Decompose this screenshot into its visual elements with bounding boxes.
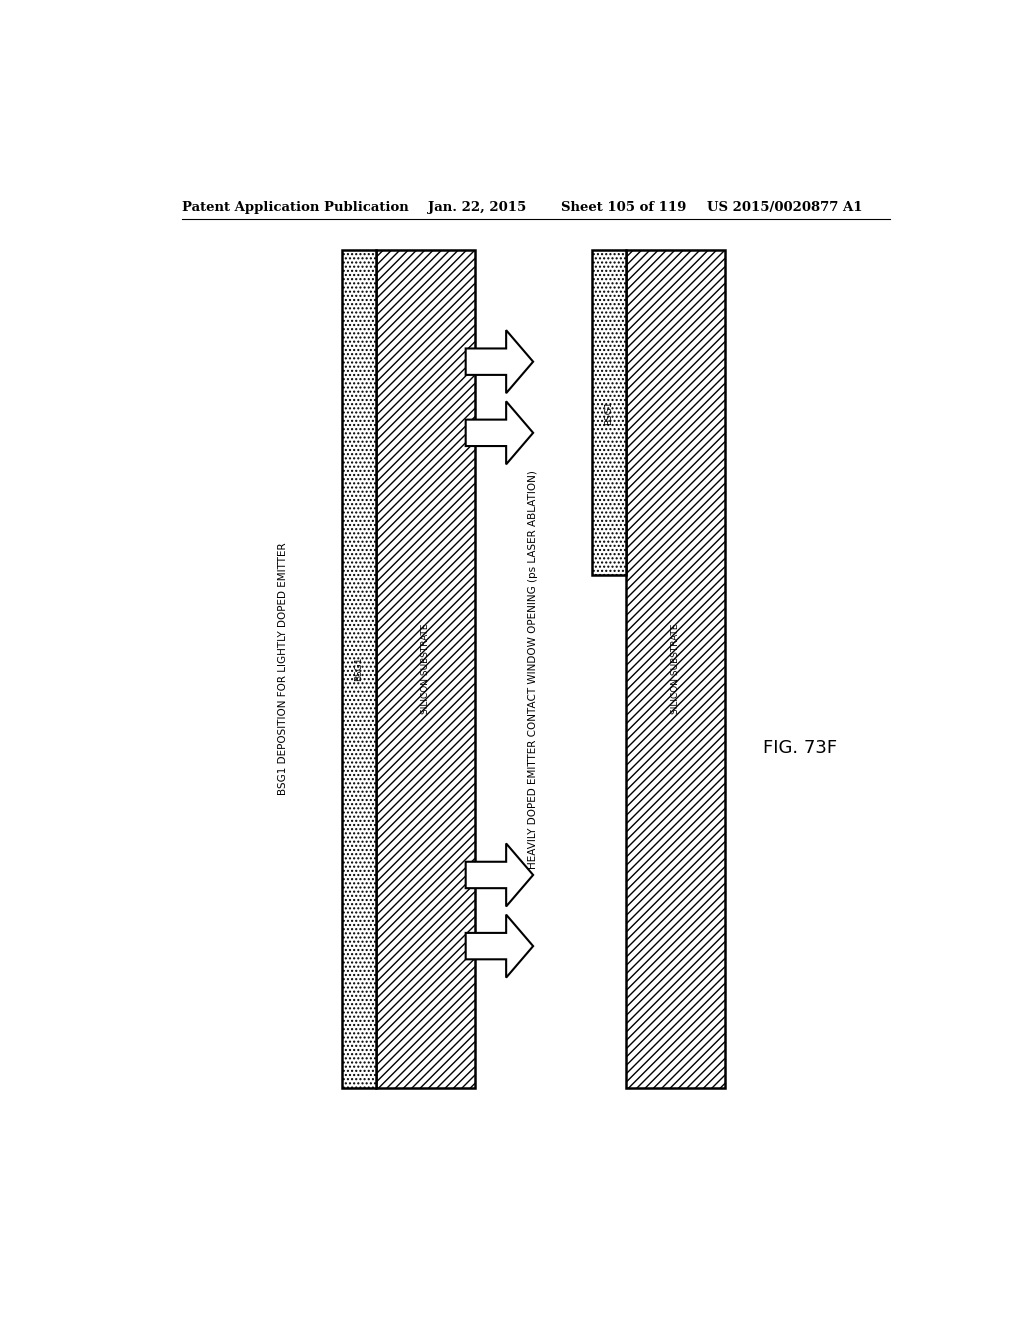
Text: Patent Application Publication: Patent Application Publication	[182, 201, 409, 214]
Text: Sheet 105 of 119: Sheet 105 of 119	[560, 201, 686, 214]
Text: US 2015/0020877 A1: US 2015/0020877 A1	[708, 201, 863, 214]
Polygon shape	[466, 330, 534, 393]
Text: SILICON SUBSTRATE: SILICON SUBSTRATE	[671, 624, 680, 714]
Bar	[592, 249, 626, 576]
Text: FIG. 73F: FIG. 73F	[763, 739, 837, 756]
Text: SILICON SUBSTRATE: SILICON SUBSTRATE	[421, 624, 430, 714]
Polygon shape	[466, 401, 534, 465]
Polygon shape	[466, 843, 534, 907]
Text: BSG1: BSG1	[354, 657, 364, 681]
Bar	[626, 249, 725, 1089]
Text: BSG1: BSG1	[604, 400, 613, 425]
Text: BSG1 DEPOSITION FOR LIGHTLY DOPED EMITTER: BSG1 DEPOSITION FOR LIGHTLY DOPED EMITTE…	[278, 543, 288, 796]
Text: HEAVILY DOPED EMITTER CONTACT WINDOW OPENING (ps LASER ABLATION): HEAVILY DOPED EMITTER CONTACT WINDOW OPE…	[527, 470, 538, 869]
Bar	[376, 249, 475, 1089]
Polygon shape	[466, 915, 534, 978]
Bar	[342, 249, 376, 1089]
Text: Jan. 22, 2015: Jan. 22, 2015	[428, 201, 526, 214]
